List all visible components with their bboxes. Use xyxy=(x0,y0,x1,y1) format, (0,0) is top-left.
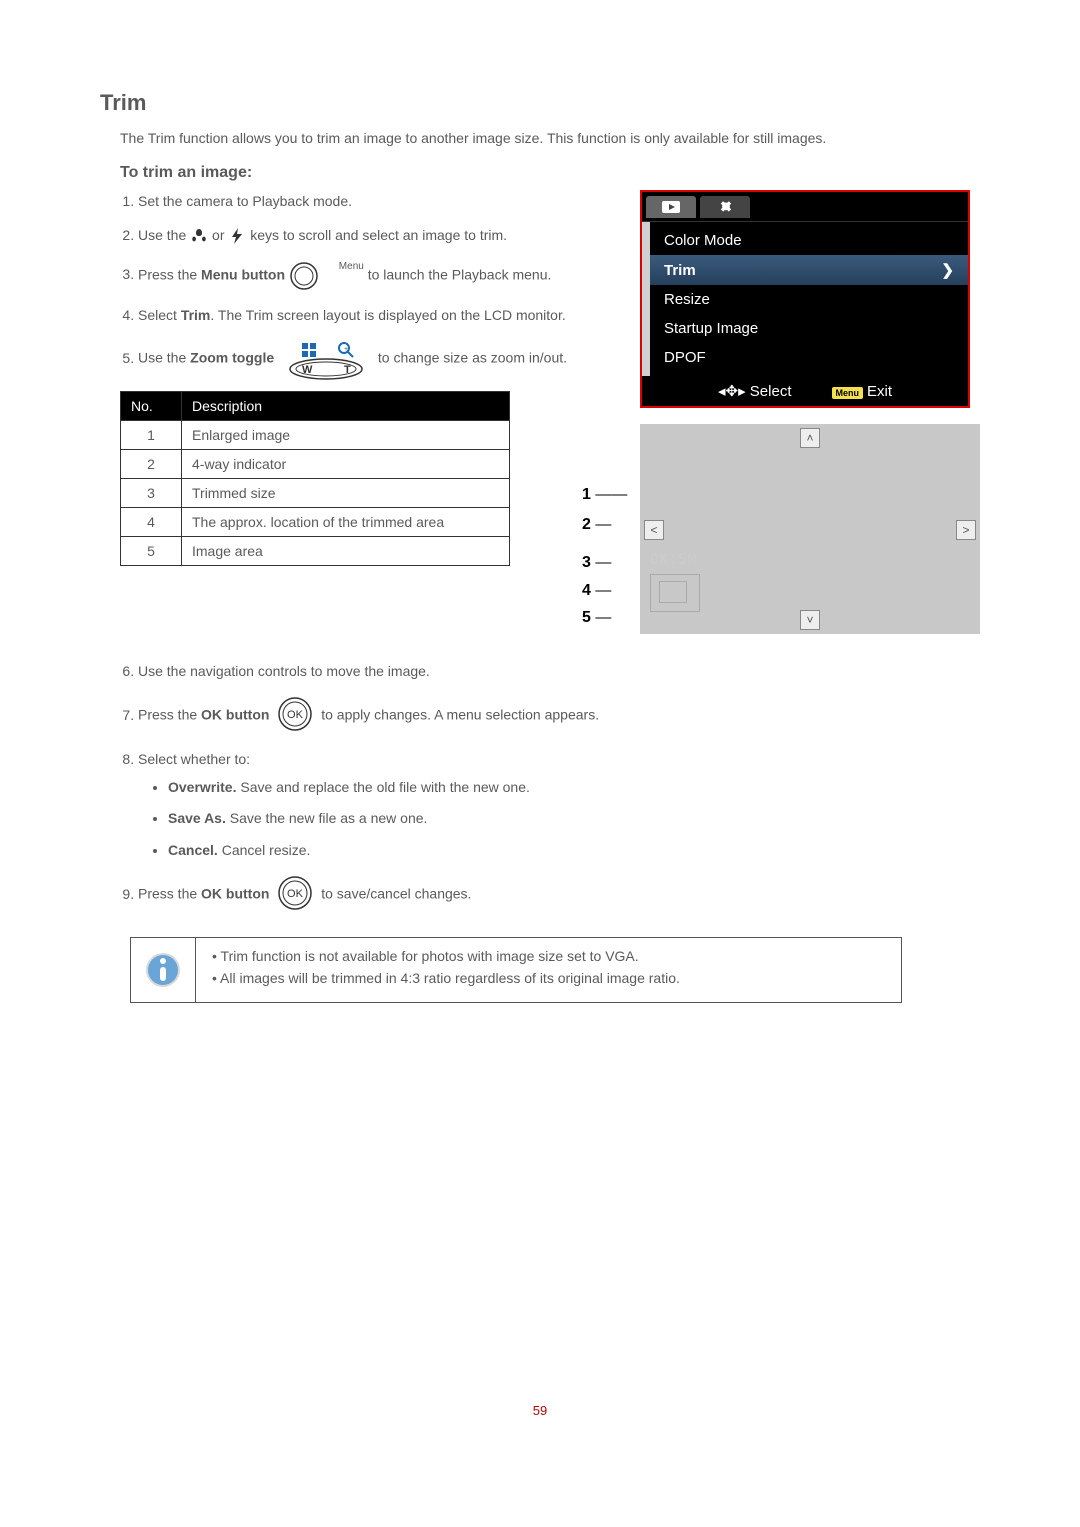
ok-button-icon: OK xyxy=(273,694,317,738)
menu-item-startup-image: Startup Image xyxy=(650,314,968,343)
callout-4: 4 — xyxy=(582,582,611,600)
table-row: 24-way indicator xyxy=(121,450,510,479)
zoom-toggle-icon: + W T xyxy=(278,337,374,381)
footer-select: ◂✥▸ Select xyxy=(718,382,792,400)
step-8: Select whether to: Overwrite. Save and r… xyxy=(138,748,980,863)
nav-arrows-icon: ◂✥▸ xyxy=(718,383,746,400)
menu-button-icon xyxy=(289,258,335,294)
step-1: Set the camera to Playback mode. xyxy=(138,190,610,214)
step-9: Press the OK button OK to save/cancel ch… xyxy=(138,873,980,917)
settings-tab-icon xyxy=(700,196,750,218)
table-row: 1Enlarged image xyxy=(121,421,510,450)
note-line-1: • Trim function is not available for pho… xyxy=(212,948,680,964)
note-box: • Trim function is not available for pho… xyxy=(130,937,902,1003)
trimmed-area-box xyxy=(659,581,687,603)
step-2: Use the or keys to scroll and select an … xyxy=(138,224,610,248)
opt-overwrite: Overwrite. Save and replace the old file… xyxy=(168,776,980,800)
image-area-box xyxy=(650,574,700,612)
menu-item-resize: Resize xyxy=(650,285,968,314)
menu-badge: Menu xyxy=(832,387,864,399)
down-arrow-icon: ˅ xyxy=(800,610,820,630)
note-line-2: • All images will be trimmed in 4:3 rati… xyxy=(212,970,680,986)
step-7: Press the OK button OK to apply changes.… xyxy=(138,694,980,738)
svg-text:T: T xyxy=(344,364,351,376)
camera-menu: Color Mode Trim ❯ Resize Startup Image D… xyxy=(640,190,970,408)
th-no: No. xyxy=(121,392,182,421)
ok-button-icon: OK xyxy=(273,873,317,917)
table-row: 4The approx. location of the trimmed are… xyxy=(121,508,510,537)
flash-icon xyxy=(228,227,246,245)
macro-icon xyxy=(190,227,208,245)
right-arrow-icon: ˃ xyxy=(956,520,976,540)
trim-preview-diagram: ˄ ˂ ˃ ˅ 1 —— 2 — 3 — 4 — 5 — OK:5M xyxy=(640,424,980,634)
page-number: 59 xyxy=(100,1403,980,1418)
menu-item-dpof: DPOF xyxy=(650,343,968,372)
callout-1: 1 —— xyxy=(582,486,627,504)
trimmed-size-label: OK:5M xyxy=(650,552,697,568)
menu-label-text: Menu xyxy=(339,261,364,272)
footer-exit: MenuExit xyxy=(832,383,893,400)
left-arrow-icon: ˂ xyxy=(644,520,664,540)
step-3: Press the Menu button Menu to launch the… xyxy=(138,258,610,294)
callout-2: 2 — xyxy=(582,516,611,534)
th-desc: Description xyxy=(182,392,510,421)
up-arrow-icon: ˄ xyxy=(800,428,820,448)
step-5: Use the Zoom toggle + W xyxy=(138,337,610,381)
svg-text:W: W xyxy=(302,364,313,376)
step-4: Select Trim. The Trim screen layout is d… xyxy=(138,304,610,328)
svg-text:OK: OK xyxy=(287,888,304,900)
menu-item-trim: Trim ❯ xyxy=(650,255,968,285)
callout-3: 3 — xyxy=(582,554,611,572)
page-title: Trim xyxy=(100,90,980,116)
callout-5: 5 — xyxy=(582,609,611,627)
info-icon xyxy=(131,938,196,1002)
chevron-right-icon: ❯ xyxy=(941,261,954,279)
svg-text:OK: OK xyxy=(287,709,304,721)
svg-text:+: + xyxy=(344,346,348,353)
intro-text: The Trim function allows you to trim an … xyxy=(120,130,980,146)
opt-cancel: Cancel. Cancel resize. xyxy=(168,839,980,863)
playback-tab-icon xyxy=(646,196,696,218)
table-row: 5Image area xyxy=(121,537,510,566)
menu-item-color-mode: Color Mode xyxy=(650,226,968,255)
description-table: No. Description 1Enlarged image 24-way i… xyxy=(120,391,510,566)
table-row: 3Trimmed size xyxy=(121,479,510,508)
subheading: To trim an image: xyxy=(120,164,980,182)
opt-saveas: Save As. Save the new file as a new one. xyxy=(168,807,980,831)
step-6: Use the navigation controls to move the … xyxy=(138,660,980,684)
